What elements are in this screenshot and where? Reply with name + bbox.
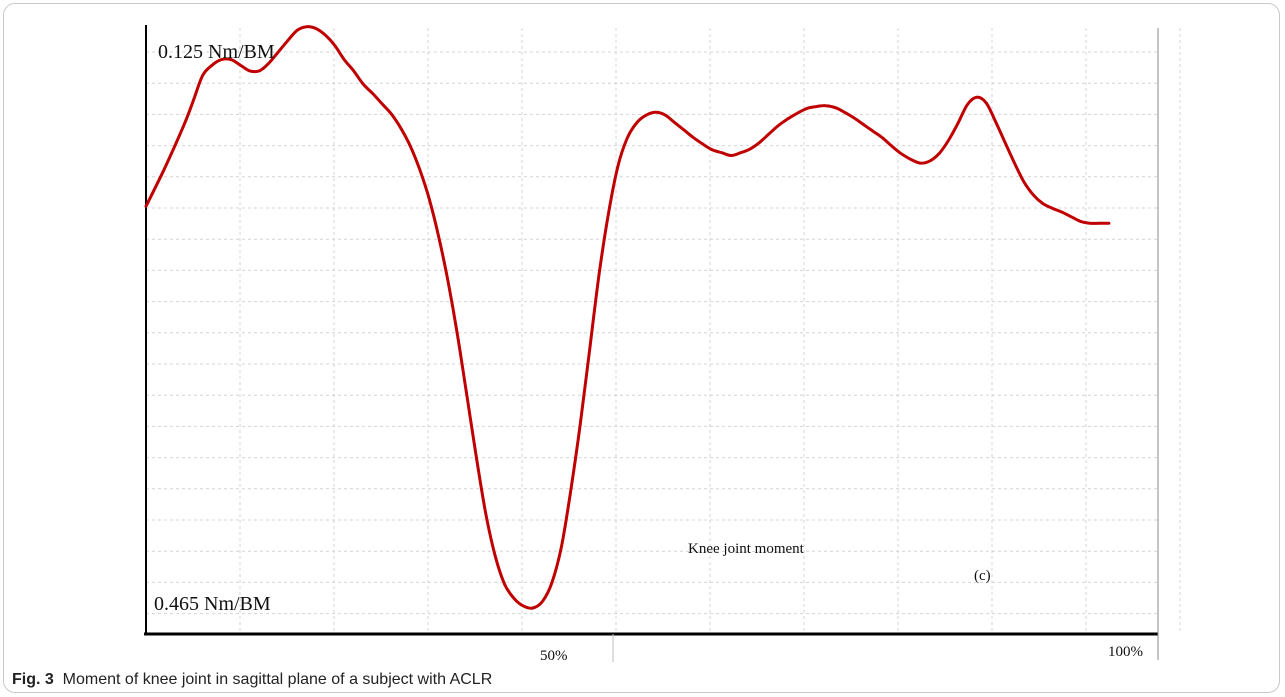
panel-label: (c) [974, 568, 991, 584]
chart-title: Knee joint moment [688, 541, 805, 557]
caption-text: Moment of knee joint in sagittal plane o… [62, 671, 493, 688]
x-tick-label-50: 50% [540, 648, 568, 664]
y-top-label: 0.125 Nm/BM [158, 41, 275, 63]
x-tick-label-100: 100% [1108, 644, 1143, 660]
caption-label: Fig. 3 [12, 671, 54, 688]
series-group [144, 25, 1111, 610]
tick-label-box [1050, 660, 1110, 674]
figure-caption: Fig. 3 Moment of knee joint in sagittal … [12, 671, 492, 689]
series-line-0 [144, 25, 1111, 610]
figure-frame [3, 3, 1280, 693]
grid [146, 28, 1181, 633]
y-bottom-label: 0.465 Nm/BM [154, 593, 271, 615]
